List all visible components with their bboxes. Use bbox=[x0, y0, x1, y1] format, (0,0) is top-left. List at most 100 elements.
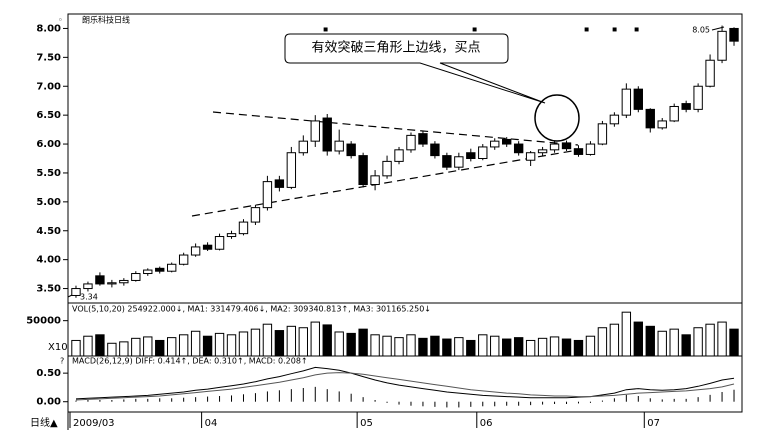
volume-bar bbox=[107, 342, 117, 357]
volume-bar bbox=[430, 335, 440, 357]
volume-bar bbox=[525, 339, 536, 357]
candle-body bbox=[394, 149, 404, 162]
candle-body bbox=[298, 140, 308, 154]
volume-bar bbox=[633, 321, 643, 357]
callout bbox=[284, 33, 546, 104]
volume-bar bbox=[322, 324, 332, 357]
volume-bar bbox=[609, 323, 620, 357]
volume-bar bbox=[549, 336, 560, 357]
candle-body bbox=[430, 143, 440, 157]
volume-bar bbox=[286, 325, 297, 357]
candle-body bbox=[262, 181, 273, 209]
candle-body bbox=[466, 152, 476, 160]
candle-body bbox=[107, 282, 117, 285]
volume-bar bbox=[645, 325, 655, 357]
candle-body bbox=[358, 155, 368, 186]
period-label[interactable]: 日线▲ bbox=[30, 416, 58, 429]
volume-bar bbox=[190, 330, 201, 357]
y-tick-label: 6.50 bbox=[36, 110, 61, 121]
candle-body bbox=[406, 134, 416, 151]
candle-body bbox=[226, 233, 237, 238]
macd-panel bbox=[67, 355, 743, 413]
y-tick-label: 5.00 bbox=[36, 197, 61, 208]
volume-bar bbox=[537, 337, 548, 357]
candle-body bbox=[657, 120, 667, 129]
candle-body bbox=[83, 283, 93, 290]
candle-body bbox=[274, 179, 285, 188]
candle-body bbox=[178, 254, 189, 265]
volume-bar bbox=[442, 338, 452, 357]
candle-body bbox=[585, 143, 596, 155]
macd-dea-line bbox=[75, 372, 735, 401]
candle-body bbox=[502, 138, 512, 145]
candle-body bbox=[561, 142, 572, 150]
macd-diff-line bbox=[75, 366, 735, 400]
candle-body bbox=[609, 114, 620, 125]
y-tick-label: 0.50 bbox=[36, 368, 61, 379]
volume-legend: VOL(5,10,20) 254922.000↓, MA1: 331479.40… bbox=[72, 305, 431, 314]
candle-body bbox=[143, 269, 153, 275]
candle-body bbox=[633, 88, 643, 110]
x-tick-label: 06 bbox=[480, 418, 493, 429]
volume-bar bbox=[573, 339, 584, 357]
volume-bar bbox=[681, 334, 691, 357]
markers: ▪ ▪ ▪ ▪ ▪ bbox=[323, 25, 639, 34]
y-tick-label: 3.50 bbox=[36, 284, 61, 295]
volume-bar bbox=[657, 330, 667, 357]
candle-body bbox=[418, 133, 428, 145]
candle-body bbox=[681, 103, 691, 110]
volume-bar bbox=[382, 335, 392, 357]
volume-bar bbox=[334, 331, 344, 357]
candle-body bbox=[346, 143, 356, 157]
candle-body bbox=[250, 207, 261, 223]
x-tick-label: 2009/03 bbox=[73, 418, 115, 429]
candle-body bbox=[705, 59, 715, 87]
candle-body bbox=[490, 140, 500, 148]
candle-body bbox=[214, 236, 225, 250]
volume-bar bbox=[310, 321, 320, 357]
y-tick-label: 50000 bbox=[26, 316, 61, 327]
candle-body bbox=[95, 275, 105, 285]
y-tick-label: 4.50 bbox=[36, 226, 61, 237]
candle-body bbox=[382, 160, 392, 177]
y-tick-label: 4.00 bbox=[36, 255, 61, 266]
volume-bar bbox=[238, 331, 249, 357]
candle-body bbox=[131, 273, 141, 281]
candle-body bbox=[645, 108, 655, 129]
candle-body bbox=[238, 221, 249, 235]
candle-body bbox=[513, 143, 524, 154]
y-tick-label: 0.00 bbox=[36, 397, 61, 408]
volume-bar bbox=[705, 323, 715, 357]
candle-body bbox=[155, 267, 165, 272]
y-tick-label: 5.50 bbox=[36, 168, 61, 179]
marker: ▪ bbox=[323, 25, 328, 34]
volume-bar bbox=[214, 332, 225, 357]
y-tick-label: 6.00 bbox=[36, 139, 61, 150]
volume-bar bbox=[561, 338, 572, 357]
volume-bar bbox=[95, 334, 105, 357]
volume-bar bbox=[513, 337, 524, 357]
candle-body bbox=[669, 105, 679, 122]
candle-body bbox=[729, 27, 739, 42]
annotation: 有效突破三角形上边线，买点 bbox=[311, 40, 480, 56]
volume-bar bbox=[693, 327, 703, 357]
candle-body bbox=[71, 288, 81, 296]
volume-bar bbox=[729, 328, 739, 357]
volume-bar bbox=[717, 321, 727, 357]
x-tick-label: 05 bbox=[360, 418, 373, 429]
x-tick-label: 07 bbox=[647, 418, 660, 429]
volume-bar bbox=[394, 337, 404, 357]
candle-body bbox=[478, 146, 488, 160]
help-icon[interactable]: ? bbox=[60, 357, 64, 366]
candle-body bbox=[119, 279, 129, 284]
candle-body bbox=[286, 152, 297, 188]
volume-bar bbox=[131, 337, 141, 357]
volume-bar bbox=[71, 339, 81, 357]
volume-bar bbox=[669, 328, 679, 357]
candle-body bbox=[537, 149, 548, 154]
candle-body bbox=[202, 244, 213, 250]
marker: ▪ bbox=[634, 25, 639, 34]
volume-bar bbox=[83, 335, 93, 357]
